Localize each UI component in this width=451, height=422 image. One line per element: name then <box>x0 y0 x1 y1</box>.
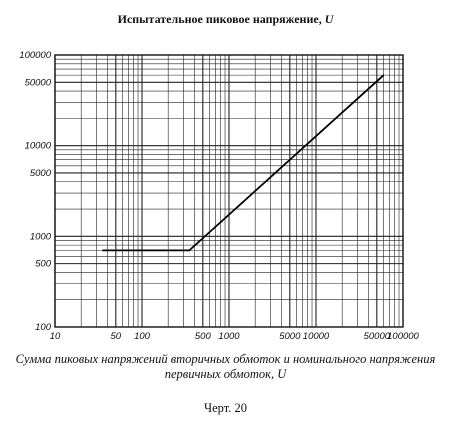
y-tick-label: 500 <box>35 259 52 270</box>
x-axis-label-text: Сумма пиковых напряжений вторичных обмот… <box>15 352 436 381</box>
x-axis-label: Сумма пиковых напряжений вторичных обмот… <box>8 352 443 382</box>
series-line <box>102 74 385 252</box>
x-tick-label: 500 <box>195 331 212 342</box>
y-tick-label: 100 <box>35 322 52 333</box>
x-tick-label: 1000 <box>218 331 240 342</box>
x-tick-label: 100 <box>134 331 151 342</box>
y-tick-label: 100000 <box>19 50 51 61</box>
x-axis-label-unit: U <box>277 367 287 381</box>
x-tick-label: 10 <box>50 331 61 342</box>
x-tick-label: 5000 <box>279 331 301 342</box>
x-tick-label: 50 <box>111 331 122 342</box>
y-tick-label: 50000 <box>25 77 52 88</box>
y-tick-label: 5000 <box>30 168 52 179</box>
y-tick-label: 10000 <box>25 141 52 152</box>
chart-title: Испытательное пиковое напряжение, U <box>0 12 451 27</box>
y-tick-label: 1000 <box>30 231 52 242</box>
chart-title-unit: U <box>324 12 334 26</box>
figure-caption: Черт. 20 <box>203 401 248 415</box>
plot-frame <box>54 54 404 328</box>
x-tick-label: 100000 <box>387 331 419 342</box>
x-tick-label: 50000 <box>364 331 391 342</box>
x-tick-label: 10000 <box>303 331 330 342</box>
chart-title-text: Испытательное пиковое напряжение, <box>117 12 322 26</box>
